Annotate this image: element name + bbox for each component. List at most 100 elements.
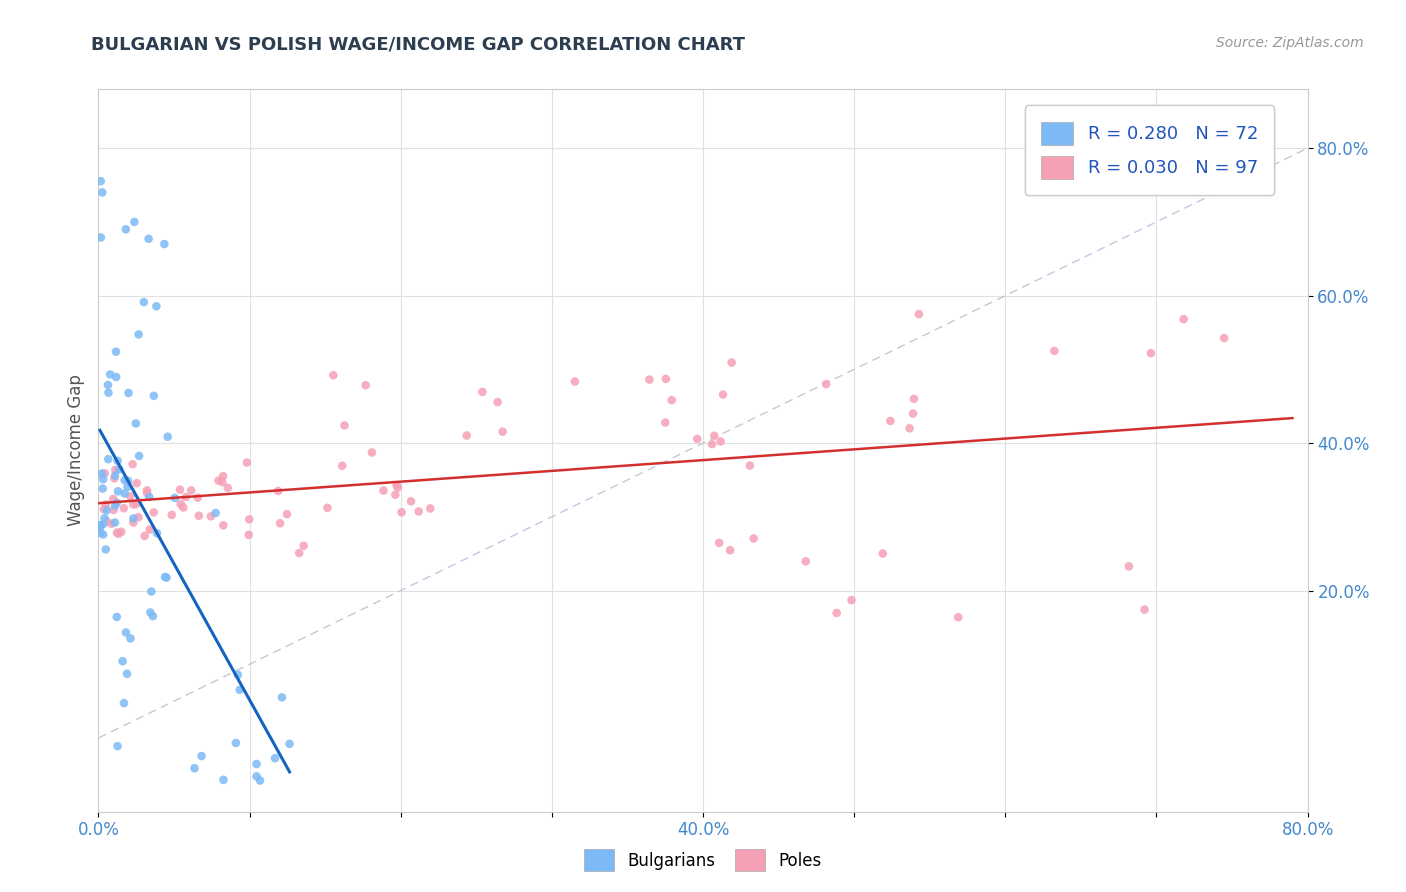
Point [134,529,156,543]
Point [1133,602,1156,616]
Point [142,609,165,624]
Point [238,528,260,542]
Point [276,507,298,521]
Point [122,498,145,512]
Point [190,749,212,764]
Point [122,516,145,530]
Point [212,518,235,533]
Point [169,497,191,511]
Point [238,512,260,526]
Point [333,418,356,433]
Point [105,525,128,540]
Point [710,434,733,449]
Point [142,505,165,519]
Point [94,542,117,557]
Point [156,430,179,444]
Point [387,481,409,495]
Point [128,510,150,524]
Point [901,407,924,421]
Point [142,389,165,403]
Point [138,490,160,504]
Point [115,625,138,640]
Point [269,516,291,531]
Point [419,501,441,516]
Point [948,610,970,624]
Point [408,504,430,518]
Point [226,667,249,681]
Point [207,474,229,488]
Point [654,416,676,430]
Point [1118,559,1140,574]
Point [146,526,169,541]
Point [114,473,136,487]
Point [120,489,142,503]
Point [228,682,250,697]
Point [104,499,127,513]
Point [288,546,311,560]
Point [89,520,111,534]
Point [169,483,191,497]
Point [107,454,129,468]
Point [661,393,683,408]
Point [707,536,730,550]
Point [93,502,115,516]
Point [399,494,422,508]
Point [236,456,259,470]
Point [97,452,120,467]
Point [163,491,186,505]
Point [292,539,315,553]
Point [180,483,202,498]
Point [316,500,339,515]
Point [718,543,741,558]
Point [245,769,267,783]
Point [794,554,817,568]
Point [89,525,111,540]
Point [492,425,515,439]
Point [155,570,177,584]
Point [815,377,838,392]
Point [108,462,131,476]
Point [738,458,761,473]
Point [391,505,413,519]
Point [139,606,162,620]
Point [96,503,118,517]
Point [471,384,494,399]
Point [373,483,395,498]
Point [94,467,117,481]
Point [187,491,209,505]
Point [330,458,353,473]
Point [121,457,143,471]
Point [225,736,247,750]
Point [91,186,114,200]
Point [267,483,290,498]
Point [91,527,114,541]
Point [104,468,127,483]
Point [686,432,709,446]
Point [841,593,863,607]
Point [105,496,128,510]
Point [160,508,183,522]
Point [125,417,148,431]
Point [655,372,678,386]
Point [825,606,848,620]
Point [111,654,134,668]
Point [90,174,112,188]
Point [638,373,661,387]
Point [174,490,197,504]
Point [720,355,742,369]
Point [187,508,209,523]
Point [120,632,142,646]
Point [112,501,135,516]
Point [212,469,235,483]
Text: BULGARIAN VS POLISH WAGE/INCOME GAP CORRELATION CHART: BULGARIAN VS POLISH WAGE/INCOME GAP CORR… [91,36,745,54]
Point [107,526,129,541]
Point [103,471,125,485]
Point [124,215,146,229]
Point [107,739,129,753]
Point [385,478,408,492]
Point [200,509,222,524]
Point [122,511,145,525]
Point [97,385,120,400]
Point [742,532,765,546]
Point [361,445,384,459]
